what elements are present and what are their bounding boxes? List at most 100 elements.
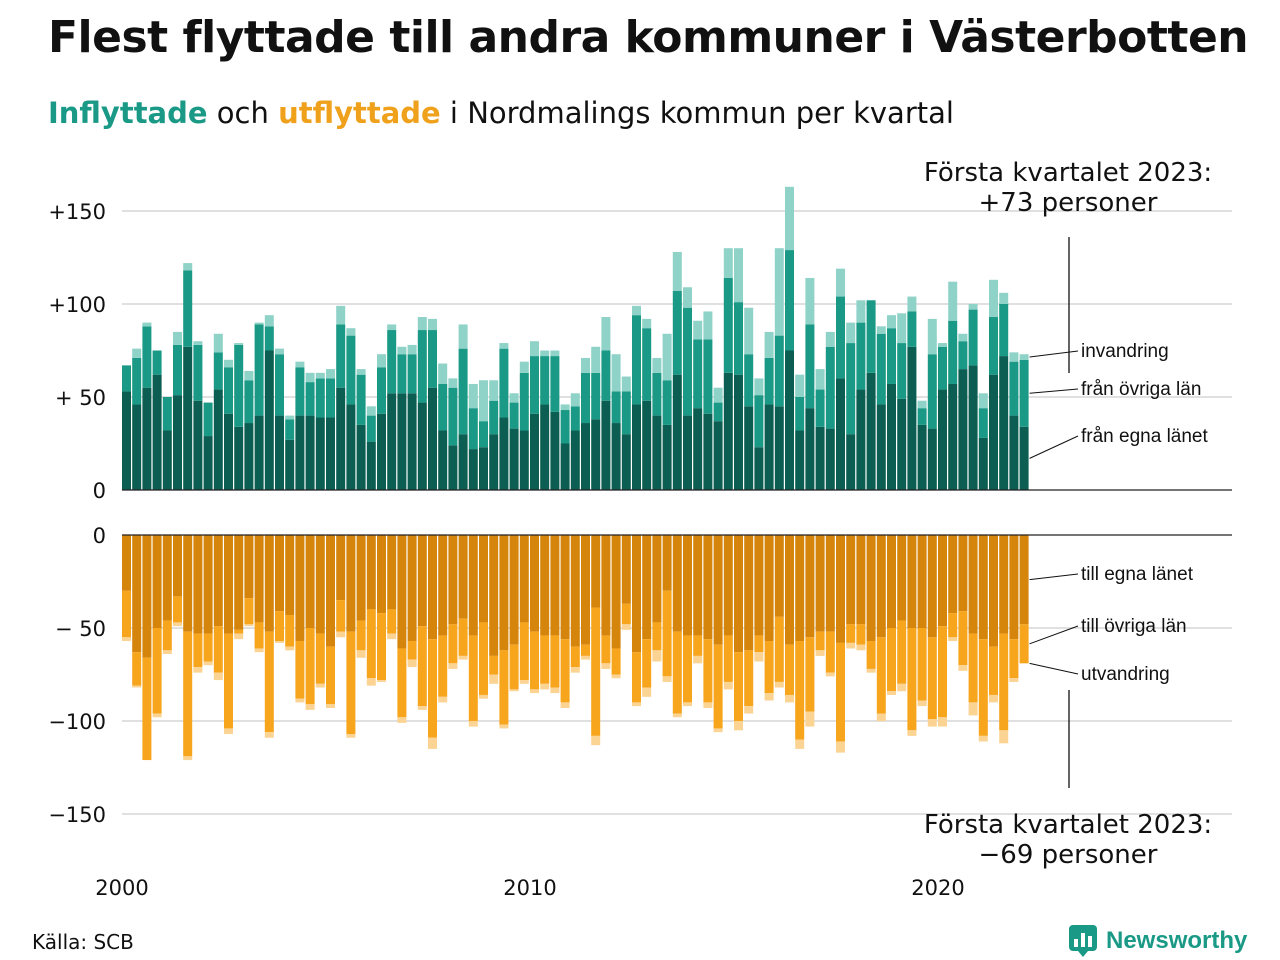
out-bar-1 xyxy=(234,629,244,634)
out-bar-2 xyxy=(907,730,917,736)
out-bar-1 xyxy=(213,626,223,673)
in-bar-0 xyxy=(519,430,529,490)
out-bar-0 xyxy=(1019,535,1029,625)
label-layer: Första kvartalet 2023:+73 personerFörsta… xyxy=(924,158,1212,870)
out-bar-1 xyxy=(1019,624,1029,664)
out-bar-2 xyxy=(917,700,927,707)
out-bar-1 xyxy=(601,635,611,664)
in-bar-1 xyxy=(458,348,468,435)
out-bar-2 xyxy=(519,680,529,684)
in-bar-2 xyxy=(479,380,488,422)
in-bar-1 xyxy=(540,356,550,405)
out-bar-2 xyxy=(632,702,641,707)
in-bar-2 xyxy=(876,326,886,334)
in-bar-0 xyxy=(876,404,886,490)
subtitle-mid: och xyxy=(207,96,279,130)
in-bar-1 xyxy=(213,352,223,390)
top-ytick-label: 0 xyxy=(93,479,106,503)
out-bar-0 xyxy=(866,535,876,642)
out-bar-0 xyxy=(723,535,733,636)
out-bar-2 xyxy=(662,676,672,682)
in-bar-0 xyxy=(887,383,896,490)
out-bar-0 xyxy=(958,535,968,612)
out-bar-1 xyxy=(540,635,550,684)
out-bar-1 xyxy=(917,628,927,701)
in-bar-2 xyxy=(785,186,794,251)
in-bar-2 xyxy=(846,322,856,344)
out-bar-1 xyxy=(305,628,315,705)
in-bar-1 xyxy=(611,391,621,424)
out-bar-0 xyxy=(795,535,805,642)
out-bar-1 xyxy=(734,652,743,721)
out-bar-0 xyxy=(479,535,488,623)
in-bar-0 xyxy=(489,434,499,490)
out-bar-0 xyxy=(122,535,131,591)
xtick-label: 2000 xyxy=(95,876,148,900)
out-bar-2 xyxy=(785,694,794,703)
in-bar-0 xyxy=(866,372,876,490)
in-bar-2 xyxy=(642,318,652,329)
in-label-leader xyxy=(1029,350,1079,358)
in-bar-0 xyxy=(621,434,631,490)
in-bar-2 xyxy=(978,393,988,409)
in-bar-2 xyxy=(356,369,366,375)
in-bar-1 xyxy=(193,344,203,401)
out-bar-1 xyxy=(897,620,907,684)
in-bar-2 xyxy=(305,372,315,383)
top-ytick-label: +100 xyxy=(48,293,106,317)
out-bar-1 xyxy=(162,620,172,651)
newsworthy-logo-icon xyxy=(1069,925,1097,957)
out-bar-0 xyxy=(805,535,815,638)
out-bar-2 xyxy=(958,665,968,671)
in-bar-0 xyxy=(193,400,203,490)
out-bar-2 xyxy=(846,642,856,649)
out-bar-0 xyxy=(876,535,886,638)
in-bar-2 xyxy=(825,331,835,347)
in-bar-2 xyxy=(774,248,784,336)
in-bar-0 xyxy=(907,346,917,490)
out-bar-0 xyxy=(366,535,376,610)
out-bar-0 xyxy=(530,535,539,632)
out-bar-1 xyxy=(581,644,590,656)
out-bar-0 xyxy=(978,535,988,640)
out-bar-0 xyxy=(397,535,407,649)
in-bar-2 xyxy=(1019,354,1029,360)
in-bar-0 xyxy=(152,374,162,490)
in-bar-2 xyxy=(244,370,254,381)
in-bar-0 xyxy=(285,439,295,490)
in-bar-2 xyxy=(917,400,927,409)
in-bar-2 xyxy=(805,277,815,325)
out-bar-0 xyxy=(734,535,743,653)
out-series-label: till egna länet xyxy=(1081,564,1194,585)
out-bar-2 xyxy=(927,719,937,727)
out-bar-1 xyxy=(815,631,825,651)
out-bar-2 xyxy=(978,735,988,742)
out-bar-0 xyxy=(683,535,692,636)
out-bar-1 xyxy=(999,633,1009,731)
in-bar-2 xyxy=(560,404,570,411)
in-bar-0 xyxy=(397,393,407,490)
in-bar-1 xyxy=(122,365,131,392)
out-bar-2 xyxy=(989,694,998,703)
out-bar-1 xyxy=(856,624,866,645)
out-bar-1 xyxy=(652,622,662,651)
in-bar-1 xyxy=(519,372,529,431)
out-bar-0 xyxy=(285,535,295,615)
in-bar-0 xyxy=(805,408,815,490)
out-bar-1 xyxy=(785,644,794,695)
out-bar-0 xyxy=(417,535,427,627)
out-bar-2 xyxy=(356,650,366,658)
out-bar-1 xyxy=(417,626,427,707)
out-bar-2 xyxy=(897,683,907,692)
in-bar-0 xyxy=(1009,415,1019,490)
out-bar-2 xyxy=(1009,678,1019,682)
bars-layer xyxy=(122,186,1029,761)
out-bar-1 xyxy=(948,613,958,638)
in-bar-0 xyxy=(448,445,458,490)
in-bar-2 xyxy=(519,361,529,373)
in-bar-1 xyxy=(683,307,692,416)
out-bar-1 xyxy=(336,600,346,632)
out-bar-2 xyxy=(601,663,611,669)
xtick-label: 2010 xyxy=(503,876,556,900)
in-bar-0 xyxy=(570,430,580,490)
